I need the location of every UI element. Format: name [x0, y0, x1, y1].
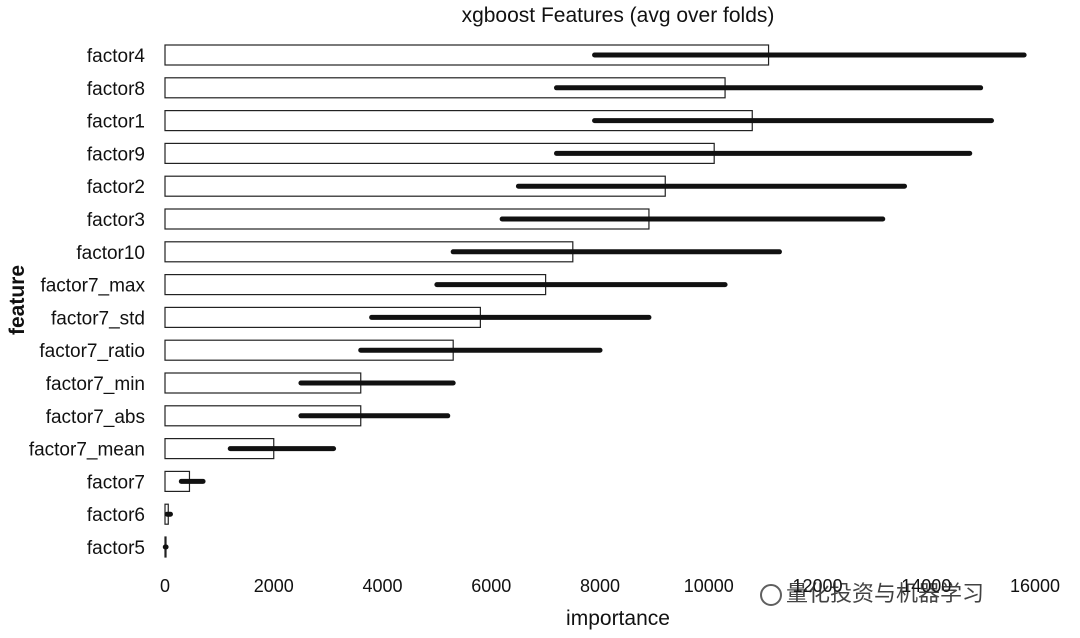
chart-title: xgboost Features (avg over folds): [462, 4, 775, 27]
x-tick-label-4000: 4000: [362, 576, 402, 596]
y-tick-label-factor7_ratio: factor7_ratio: [39, 341, 145, 362]
watermark: 量化投资与机器学习: [760, 576, 984, 608]
y-tick-label-factor1: factor1: [87, 112, 145, 133]
x-tick-label-12000: 12000: [792, 576, 842, 596]
y-axis-label: feature: [6, 265, 29, 335]
x-tick-label-2000: 2000: [254, 576, 294, 596]
bars-group: [162, 44, 1027, 558]
y-tick-label-factor7_std: factor7_std: [51, 308, 145, 329]
y-tick-label-factor3: factor3: [87, 210, 145, 231]
y-tick-labels: factor4 factor8 factor1 factor9 factor2 facto…: [29, 46, 146, 559]
x-tick-label-16000: 16000: [1010, 576, 1060, 596]
x-tick-label-14000: 14000: [901, 576, 951, 596]
y-tick-label-factor7_max: factor7_max: [40, 276, 145, 297]
y-tick-label-factor7_mean: factor7_mean: [29, 440, 145, 461]
watermark-text: 量化投资与机器学习: [786, 582, 985, 607]
y-tick-label-factor6: factor6: [87, 505, 145, 526]
y-tick-label-factor8: factor8: [87, 79, 145, 100]
y-tick-label-factor2: factor2: [87, 177, 145, 198]
x-tick-label-0: 0: [160, 576, 170, 596]
x-tick-label-8000: 8000: [580, 576, 620, 596]
y-tick-label-factor7_min: factor7_min: [46, 374, 145, 395]
wechat-icon: [760, 584, 782, 606]
x-tick-label-6000: 6000: [471, 576, 511, 596]
x-axis-label: importance: [566, 607, 670, 630]
y-tick-label-factor7_abs: factor7_abs: [46, 407, 145, 428]
y-tick-label-factor10: factor10: [76, 243, 145, 264]
x-tick-labels: 0 2000 4000 6000 8000 10000 12000 14000 16000: [160, 576, 1060, 596]
x-tick-label-10000: 10000: [684, 576, 734, 596]
y-tick-label-factor9: factor9: [87, 144, 145, 165]
y-tick-label-factor4: factor4: [87, 46, 146, 67]
y-tick-label-factor7: factor7: [87, 472, 145, 493]
y-tick-label-factor5: factor5: [87, 538, 145, 559]
